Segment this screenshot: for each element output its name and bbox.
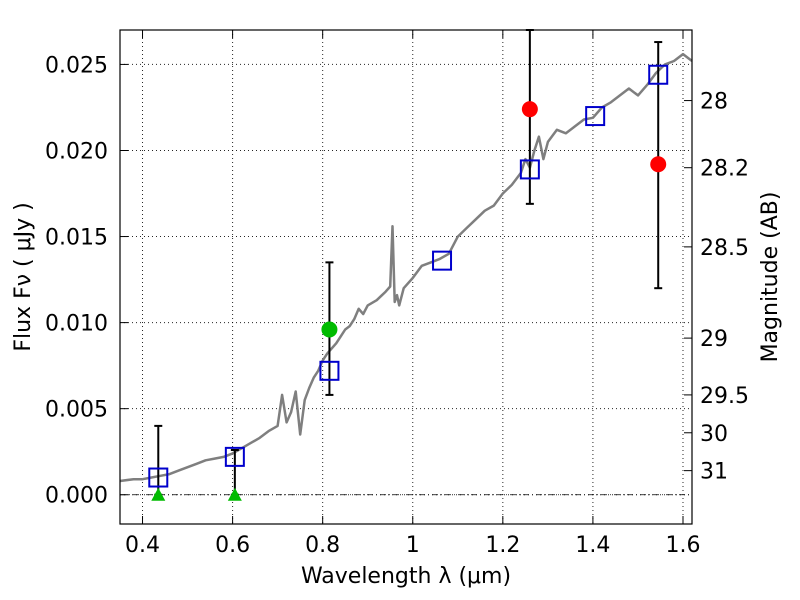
red-point <box>650 156 667 173</box>
model-square <box>319 360 340 381</box>
y-tick-label: 0.020 <box>45 139 108 164</box>
y2-axis-title: Magnitude (AB) <box>758 192 783 363</box>
markers <box>148 64 669 501</box>
model-square <box>432 250 453 271</box>
mag-tick-label: 29.5 <box>700 384 749 409</box>
ticks <box>120 30 692 524</box>
mag-tick-label: 29 <box>700 327 728 352</box>
model-square <box>224 446 245 467</box>
x-tick-label: 0.4 <box>125 533 160 558</box>
spectrum-line <box>119 52 693 483</box>
y-tick-label: 0.000 <box>45 484 108 509</box>
green-triangle <box>151 487 166 501</box>
mag-tick-label: 28.2 <box>700 157 749 182</box>
y-tick-label: 0.010 <box>45 312 108 337</box>
plot-frame <box>119 29 693 525</box>
green-point <box>321 321 338 338</box>
red-point <box>521 101 538 118</box>
mag-tick-label: 28.5 <box>700 236 749 261</box>
model-square <box>148 467 169 488</box>
errorbars <box>154 29 663 496</box>
x-tick-label: 1 <box>406 533 420 558</box>
y-tick-label: 0.005 <box>45 398 108 423</box>
model-square <box>585 106 606 127</box>
spectrum-series <box>119 52 693 483</box>
x-axis-title: Wavelength λ (μm) <box>301 564 511 589</box>
x-tick-label: 0.8 <box>305 533 340 558</box>
y-axis-title: Flux Fν ( μJy ) <box>11 202 36 351</box>
green-triangle <box>227 487 242 501</box>
model-square <box>648 64 669 85</box>
mag-tick-label: 31 <box>700 460 728 485</box>
x-tick-label: 1.4 <box>575 533 610 558</box>
mag-tick-label: 28 <box>700 90 728 115</box>
mag-tick-label: 30 <box>700 422 728 447</box>
model-square <box>519 159 540 180</box>
y-tick-label: 0.015 <box>45 226 108 251</box>
tick-labels: 0.4 0.6 0.8 1 1.2 1.4 1.6 0.000 0.005 0.010 0.015 0… <box>45 53 749 558</box>
x-tick-label: 1.2 <box>485 533 520 558</box>
x-tick-label: 1.6 <box>665 533 700 558</box>
x-tick-label: 0.6 <box>215 533 250 558</box>
grid <box>120 30 692 524</box>
y-tick-label: 0.025 <box>45 53 108 78</box>
